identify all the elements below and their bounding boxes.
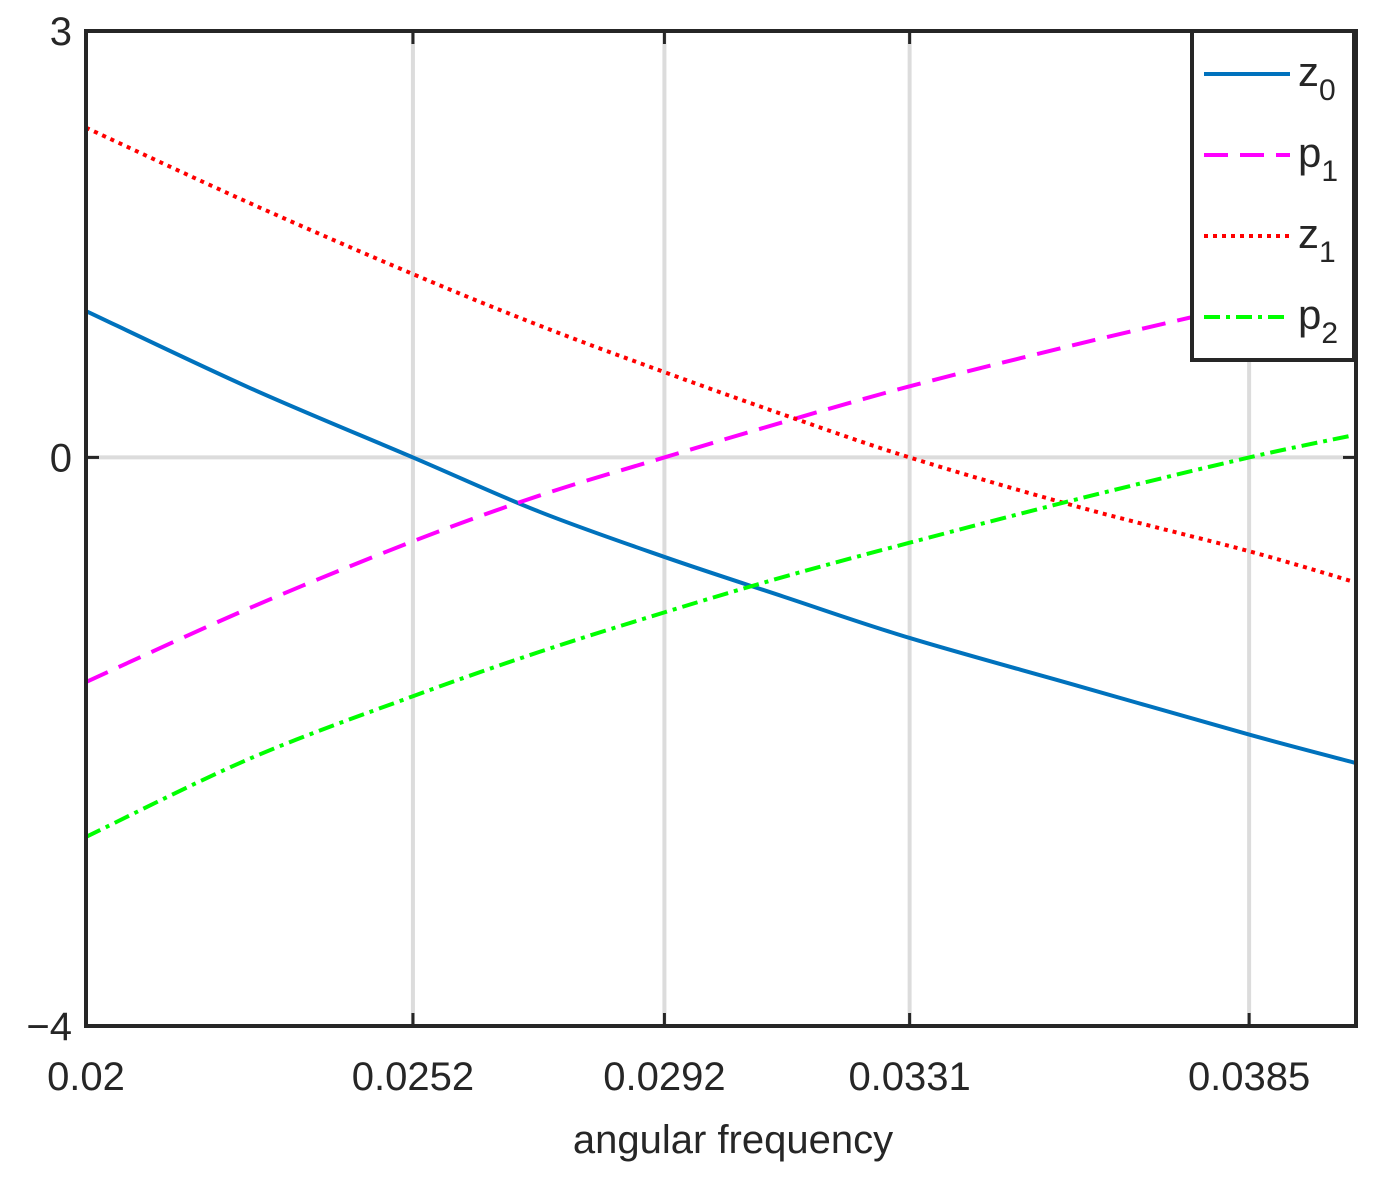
x-axis-label: angular frequency <box>573 1118 893 1162</box>
legend-label-p2: p2 <box>1298 291 1338 350</box>
y-tick-label: 3 <box>50 10 72 54</box>
legend-box <box>1190 29 1356 362</box>
legend-label-sub: 1 <box>1321 155 1338 188</box>
legend-label-z1: z1 <box>1298 210 1336 269</box>
y-tick-label: 0 <box>50 436 72 480</box>
legend-label-p1: p1 <box>1298 129 1338 188</box>
legend-label-z0: z0 <box>1298 48 1336 107</box>
legend-label-main: p <box>1298 129 1321 176</box>
x-tick-label: 0.0331 <box>848 1055 970 1099</box>
x-tick-label: 0.0252 <box>352 1055 474 1099</box>
series-line-z0 <box>85 309 1357 765</box>
legend-label-sub: 0 <box>1319 74 1336 107</box>
y-tick-label: −4 <box>26 1005 72 1049</box>
series-line-p1 <box>85 277 1357 684</box>
legend-label-main: p <box>1298 291 1321 338</box>
series-line-z1 <box>85 125 1357 585</box>
ticks: 0.02 0.0252 0.0292 0.0331 0.0385 −4 0 3 <box>26 10 1356 1099</box>
legend-label-main: z <box>1298 48 1319 95</box>
series-lines <box>85 125 1357 839</box>
x-tick-label: 0.0385 <box>1188 1055 1310 1099</box>
x-tick-label: 0.0292 <box>603 1055 725 1099</box>
plot-frame <box>84 29 1358 1028</box>
legend-label-sub: 1 <box>1319 236 1336 269</box>
legend-label-main: z <box>1298 210 1319 257</box>
legend-label-sub: 2 <box>1321 317 1338 350</box>
series-line-p2 <box>85 432 1357 839</box>
x-tick-label: 0.02 <box>47 1055 125 1099</box>
